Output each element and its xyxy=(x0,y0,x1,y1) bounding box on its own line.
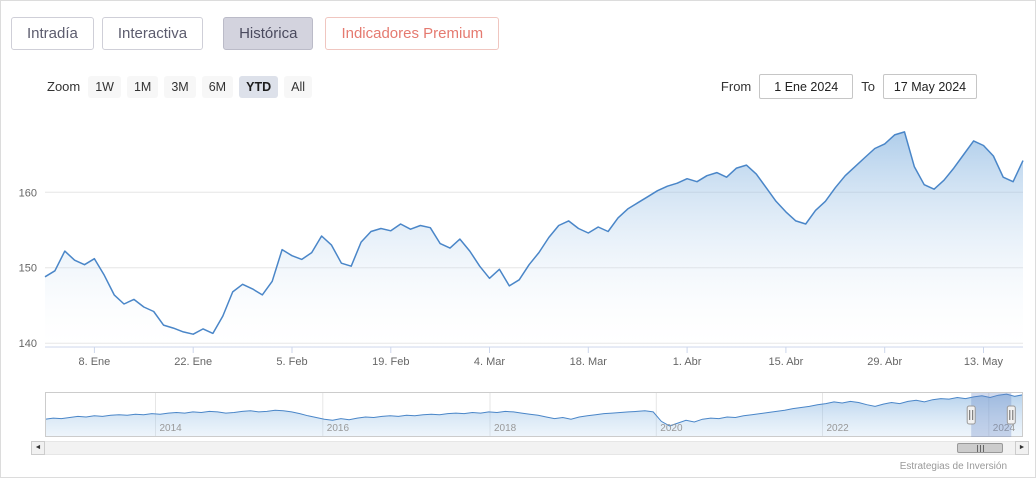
navigator-area-fill xyxy=(45,394,1023,437)
to-date-input[interactable] xyxy=(883,74,977,99)
navigator-selection-mask[interactable] xyxy=(971,393,1012,437)
main-chart[interactable]: 140 150 160 8. Ene 22. Ene 5. Feb 19. Feb 4. Ma… xyxy=(1,109,1036,371)
scrollbar-grip-icon xyxy=(976,444,984,452)
navigator-outline xyxy=(45,392,1023,437)
navigator: 2014 2016 2018 2020 2022 2024 xyxy=(1,391,1035,439)
scrollbar-track[interactable] xyxy=(45,441,1015,455)
x-axis-label: 22. Ene xyxy=(174,356,212,368)
navigator-year-label: 2024 xyxy=(993,423,1016,434)
navigator-year-label: 2020 xyxy=(660,423,683,434)
tab-indicadores-premium[interactable]: Indicadores Premium xyxy=(325,17,500,50)
area-fill xyxy=(45,131,1023,347)
to-label: To xyxy=(861,79,875,94)
x-axis-label: 29. Abr xyxy=(867,356,902,368)
zoom-1w-button[interactable]: 1W xyxy=(88,75,121,98)
x-axis-label: 1. Abr xyxy=(673,356,702,368)
x-axis-label: 4. Mar xyxy=(474,356,506,368)
zoom-3m-button[interactable]: 3M xyxy=(164,75,196,98)
chart-tabs: Intradía Interactiva Histórica Indicador… xyxy=(1,1,1035,62)
zoom-6m-button[interactable]: 6M xyxy=(201,75,234,98)
horizontal-scrollbar: ◄ ► xyxy=(31,441,1029,455)
scrollbar-left-arrow-icon[interactable]: ◄ xyxy=(31,441,45,455)
navigator-handle-left[interactable] xyxy=(966,405,976,425)
x-axis-label: 8. Ene xyxy=(78,356,110,368)
tab-historica[interactable]: Histórica xyxy=(223,17,314,50)
x-axis-label: 5. Feb xyxy=(276,356,307,368)
navigator-line xyxy=(44,393,1024,427)
zoom-all-button[interactable]: All xyxy=(284,75,313,98)
navigator-year-label: 2018 xyxy=(494,423,517,434)
navigator-year-label: 2016 xyxy=(327,423,350,434)
navigator-chart[interactable]: 2014 2016 2018 2020 2022 2024 xyxy=(1,391,1036,439)
x-axis-label: 13. May xyxy=(964,356,1004,368)
tab-intradia[interactable]: Intradía xyxy=(11,17,94,50)
price-line xyxy=(44,131,1024,335)
zoom-1m-button[interactable]: 1M xyxy=(126,75,159,98)
x-axis-label: 18. Mar xyxy=(570,356,608,368)
navigator-handle-right[interactable] xyxy=(1006,405,1016,425)
scrollbar-right-arrow-icon[interactable]: ► xyxy=(1015,441,1029,455)
y-axis-label: 140 xyxy=(19,338,37,350)
navigator-year-label: 2022 xyxy=(827,423,850,434)
scrollbar-thumb[interactable] xyxy=(957,443,1003,453)
navigator-year-label: 2014 xyxy=(160,423,183,434)
tab-interactiva[interactable]: Interactiva xyxy=(101,17,204,50)
zoom-label: Zoom xyxy=(47,79,81,94)
range-selector: Zoom 1W 1M 3M 6M YTD All From To xyxy=(1,62,1035,107)
x-axis-label: 15. Abr xyxy=(768,356,803,368)
date-range-inputs: From To xyxy=(721,74,977,99)
y-axis-label: 160 xyxy=(19,187,37,199)
credits-link[interactable]: Estrategias de Inversión xyxy=(899,461,1007,472)
from-label: From xyxy=(720,79,752,94)
zoom-ytd-button[interactable]: YTD xyxy=(239,75,279,98)
zoom-buttons: Zoom 1W 1M 3M 6M YTD All xyxy=(47,75,313,98)
x-axis-label: 19. Feb xyxy=(372,356,409,368)
from-date-input[interactable] xyxy=(759,74,854,99)
y-axis-label: 150 xyxy=(19,263,37,275)
